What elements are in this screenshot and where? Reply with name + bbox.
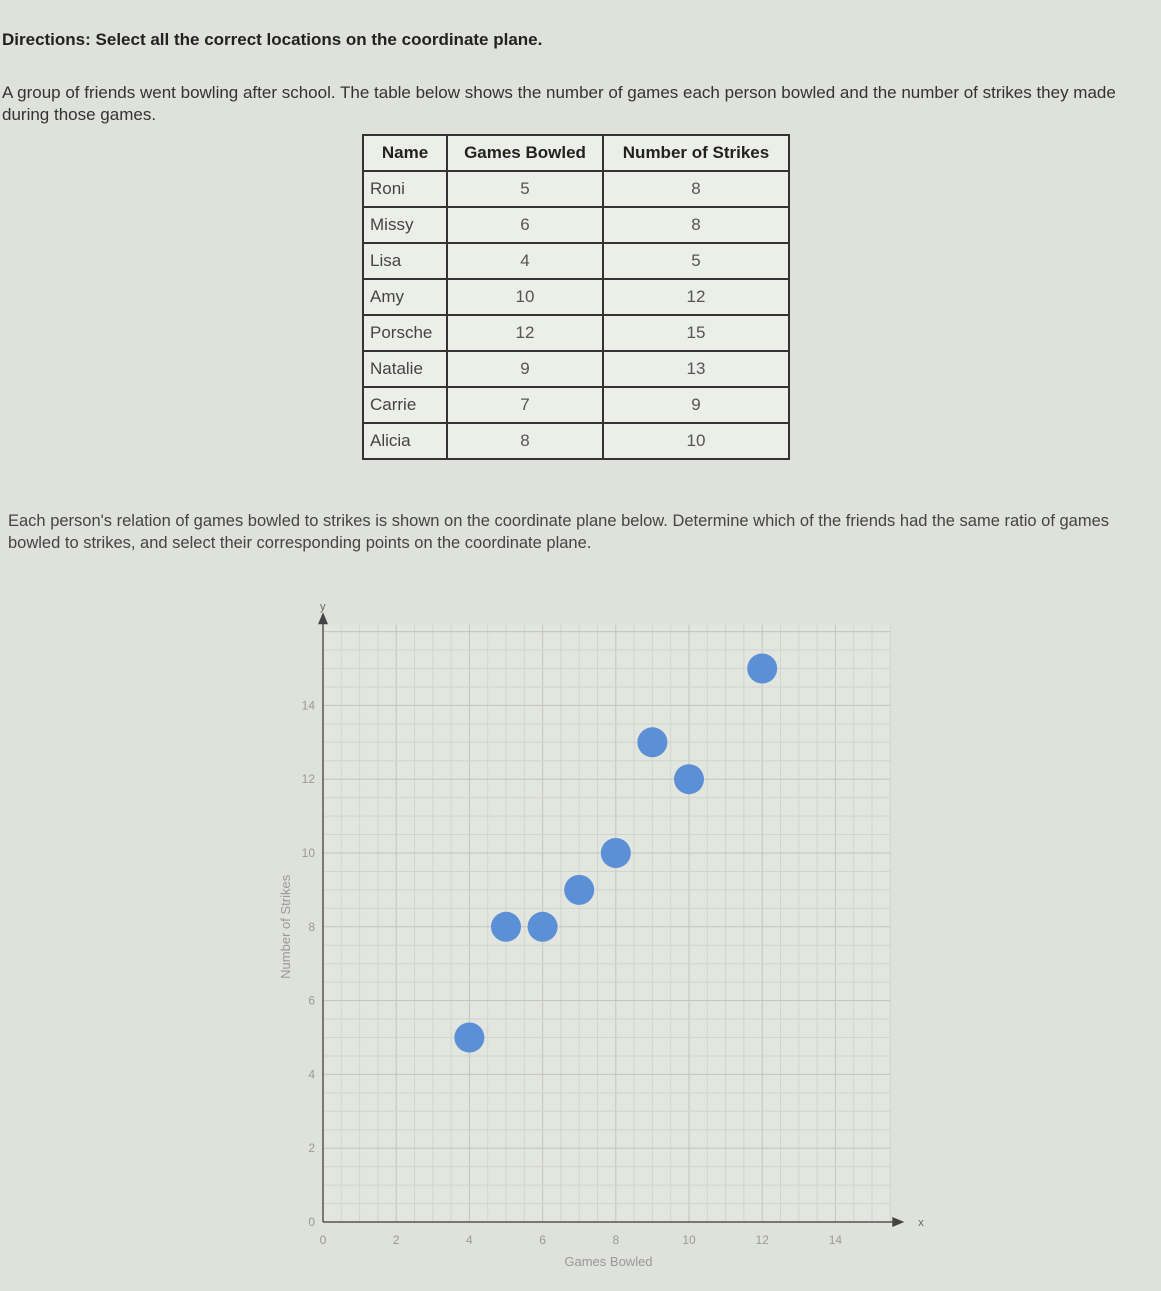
x-tick-label: 12: [756, 1233, 770, 1247]
cell-name: Alicia: [362, 422, 448, 460]
y-tick-label: 14: [302, 698, 316, 712]
x-tick-label: 10: [682, 1233, 696, 1247]
cell-name: Carrie: [362, 386, 448, 424]
y-tick-label: 4: [308, 1067, 315, 1081]
bowling-table: Name Games Bowled Number of Strikes Roni…: [362, 134, 790, 460]
y-tick-label: 6: [308, 994, 315, 1008]
cell-strikes: 13: [602, 350, 790, 388]
data-point[interactable]: [747, 653, 778, 684]
cell-name: Missy: [362, 206, 448, 244]
cell-games: 8: [446, 422, 604, 460]
directions-label: Directions:: [2, 30, 91, 49]
data-point[interactable]: [454, 1022, 485, 1053]
data-point[interactable]: [600, 838, 631, 868]
x-tick-label: 2: [393, 1233, 400, 1247]
y-tick-label: 12: [302, 772, 316, 786]
cell-strikes: 10: [602, 422, 790, 460]
cell-name: Roni: [362, 170, 448, 208]
data-point[interactable]: [564, 874, 595, 905]
cell-strikes: 12: [602, 278, 790, 316]
y-axis-label: Number of Strikes: [278, 874, 293, 979]
x-tick-label: 14: [829, 1233, 843, 1247]
cell-games: 6: [446, 206, 604, 244]
cell-games: 12: [446, 314, 604, 352]
y-tick-label: 8: [308, 920, 315, 934]
table-row: Alicia 8 10: [362, 422, 790, 460]
header-strikes: Number of Strikes: [602, 134, 790, 172]
plot-area: [323, 624, 891, 1222]
cell-strikes: 5: [602, 242, 790, 280]
intro-text: A group of friends went bowling after sc…: [2, 83, 1116, 124]
y-axis-name: y: [320, 601, 326, 613]
x-axis-label: Games Bowled: [564, 1254, 652, 1269]
cell-games: 4: [446, 242, 604, 280]
cell-strikes: 8: [602, 206, 790, 244]
question-text: Each person's relation of games bowled t…: [8, 512, 1110, 552]
cell-games: 10: [446, 278, 604, 316]
data-point[interactable]: [527, 911, 558, 942]
cell-games: 7: [446, 386, 604, 424]
table-row: Natalie 9 13: [362, 350, 790, 388]
x-tick-label: 4: [466, 1233, 473, 1247]
table-row: Carrie 7 9: [362, 386, 790, 424]
data-point[interactable]: [674, 764, 704, 795]
table-row: Amy 10 12: [362, 278, 790, 316]
data-point[interactable]: [637, 727, 668, 758]
cell-name: Natalie: [362, 350, 448, 388]
y-tick-label: 2: [308, 1141, 315, 1155]
header-games: Games Bowled: [446, 134, 604, 172]
cell-strikes: 9: [602, 386, 790, 424]
table-row: Porsche 12 15: [362, 314, 790, 352]
x-axis-name: x: [918, 1217, 924, 1229]
x-tick-label: 0: [320, 1233, 327, 1247]
data-point[interactable]: [491, 911, 521, 942]
directions-text: Select all the correct locations on the …: [95, 30, 543, 49]
cell-games: 9: [446, 350, 604, 388]
cell-name: Porsche: [362, 314, 448, 352]
cell-strikes: 15: [602, 314, 790, 352]
x-axis-arrow-icon: [892, 1217, 905, 1227]
cell-strikes: 8: [602, 170, 790, 208]
cell-games: 5: [446, 170, 604, 208]
cell-name: Lisa: [362, 242, 448, 280]
y-tick-label: 0: [308, 1215, 315, 1229]
table-row: Missy 6 8: [362, 206, 790, 244]
x-tick-label: 8: [612, 1233, 619, 1247]
header-name: Name: [362, 134, 448, 172]
directions: Directions: Select all the correct locat…: [2, 30, 542, 50]
table-row: Lisa 4 5: [362, 242, 790, 280]
y-tick-label: 10: [302, 846, 316, 860]
table-row: Roni 5 8: [362, 170, 790, 208]
y-axis-arrow-icon: [318, 612, 328, 625]
x-tick-label: 6: [539, 1233, 546, 1247]
cell-name: Amy: [362, 278, 448, 316]
